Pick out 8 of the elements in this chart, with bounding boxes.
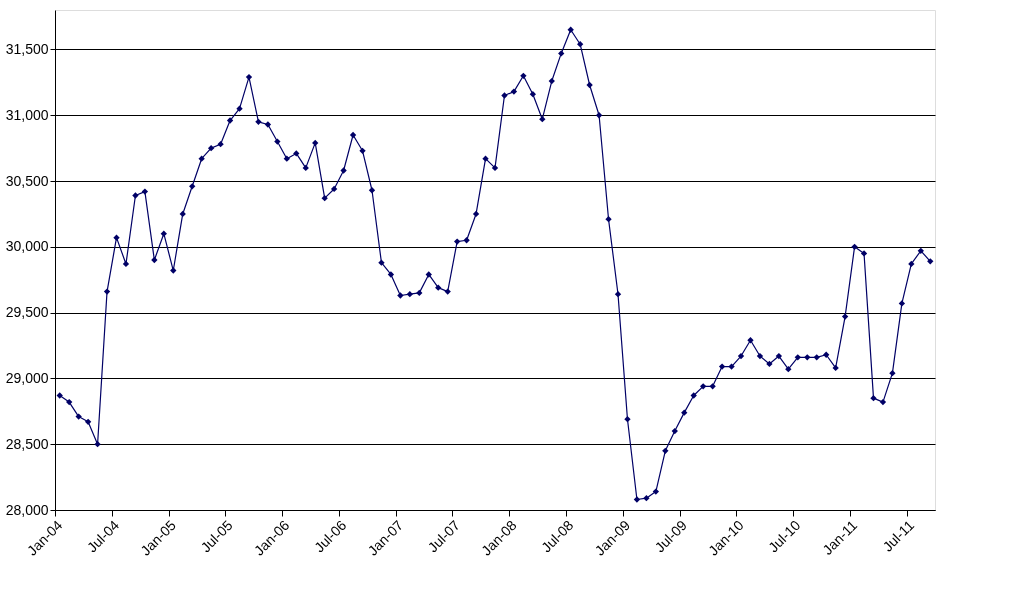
y-tick-label: 28,000 <box>5 501 49 518</box>
y-tick-label: 29,500 <box>5 304 49 321</box>
y-tick-label: 30,000 <box>5 238 49 255</box>
y-tick-label: 31,000 <box>5 106 49 123</box>
y-tick-label: 29,000 <box>5 369 49 386</box>
y-tick-label: 31,500 <box>5 40 49 57</box>
y-tick-label: 28,500 <box>5 435 49 452</box>
y-tick-label: 30,500 <box>5 172 49 189</box>
